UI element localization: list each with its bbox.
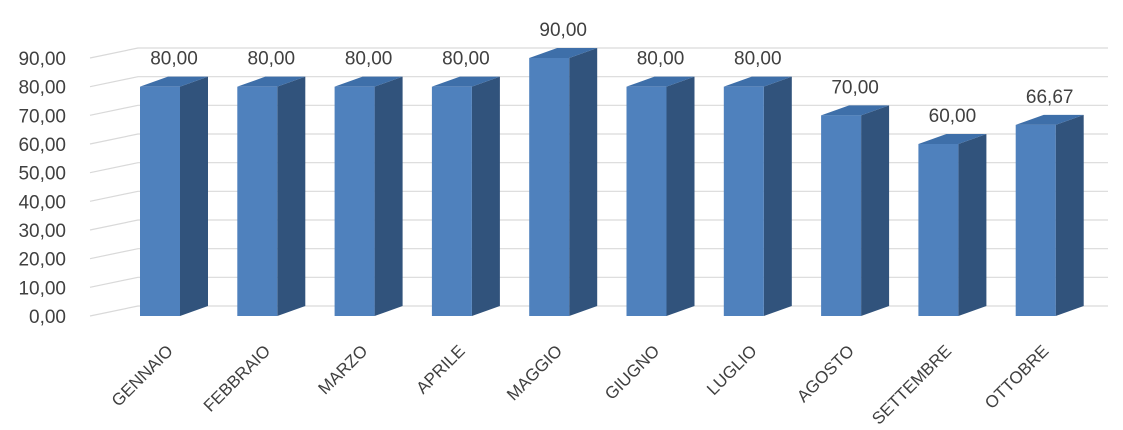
bar-top-face — [821, 105, 890, 116]
bar-front-face — [918, 144, 959, 316]
data-label: 80,00 — [150, 49, 198, 70]
x-category-label: MAGGIO — [503, 341, 566, 404]
bar-front-face — [821, 115, 862, 316]
bar-side-face — [569, 48, 598, 316]
y-axis-tick-labels: 0,00 10,00 20,00 30,00 40,00 50,00 60,00 70,00 8… — [18, 49, 66, 328]
x-category-label: GIUGNO — [601, 341, 663, 403]
x-category-label: FEBBRAIO — [200, 341, 274, 415]
x-category-label: APRILE — [413, 341, 469, 397]
data-label: 80,00 — [734, 49, 782, 70]
y-tick-label: 0,00 — [29, 307, 66, 328]
bar — [821, 105, 890, 316]
x-category-label: AGOSTO — [793, 341, 858, 406]
data-label: 80,00 — [442, 49, 490, 70]
bar-front-face — [237, 86, 278, 317]
bar — [431, 76, 500, 317]
bar-front-face — [723, 86, 764, 317]
bar-top-face — [431, 76, 500, 87]
y-tick-label: 70,00 — [18, 106, 66, 127]
bar-top-face — [529, 48, 598, 58]
x-category-label: LUGLIO — [703, 341, 761, 399]
y-tick-label: 90,00 — [18, 49, 66, 70]
data-label: 60,00 — [929, 106, 977, 127]
data-label: 80,00 — [345, 49, 393, 70]
bar-front-face — [431, 86, 472, 317]
bar-side-face — [471, 76, 500, 317]
bar-side-face — [374, 76, 403, 317]
bar — [1015, 114, 1084, 316]
bar-side-face — [666, 76, 695, 317]
x-category-label: OTTOBRE — [981, 341, 1052, 412]
y-tick-label: 30,00 — [18, 221, 66, 242]
data-label: 70,00 — [831, 77, 879, 98]
bar-top-face — [237, 76, 306, 87]
bar-front-face — [1015, 124, 1056, 316]
bar-top-face — [334, 76, 403, 87]
y-tick-label: 40,00 — [18, 192, 66, 213]
bar-side-face — [861, 105, 890, 316]
y-tick-label: 80,00 — [18, 78, 66, 99]
bar — [723, 76, 792, 317]
x-category-label: GENNAIO — [108, 341, 177, 410]
bar-top-face — [1015, 114, 1084, 125]
bar-front-face — [626, 86, 667, 317]
gridline — [89, 47, 1108, 59]
x-category-label: MARZO — [315, 341, 372, 398]
bar-side-face — [1055, 114, 1084, 316]
bar-side-face — [958, 134, 987, 316]
bar — [626, 76, 695, 317]
data-label: 80,00 — [248, 49, 296, 70]
bar — [529, 48, 598, 316]
bar — [140, 76, 208, 317]
y-tick-label: 20,00 — [18, 250, 66, 271]
x-axis-category-labels: GENNAIO FEBBRAIO MARZO APRILE MAGGIO GIUGNO LU… — [108, 341, 1053, 428]
gridlines — [89, 47, 1108, 317]
y-tick-label: 60,00 — [18, 135, 66, 156]
y-tick-label: 10,00 — [18, 278, 66, 299]
bar-front-face — [334, 86, 375, 317]
bar-front-face — [529, 58, 570, 316]
data-label: 90,00 — [539, 20, 587, 41]
y-tick-label: 50,00 — [18, 164, 66, 185]
x-category-label: SETTEMBRE — [868, 341, 955, 428]
bar-top-face — [723, 76, 792, 87]
bar-side-face — [763, 76, 792, 317]
bar-side-face — [180, 76, 208, 317]
bar — [918, 134, 987, 316]
data-label: 66,67 — [1026, 87, 1074, 108]
bar-top-face — [918, 134, 987, 144]
bar-side-face — [277, 76, 306, 317]
bar-top-face — [140, 76, 208, 87]
bar-front-face — [140, 86, 180, 317]
bar-top-face — [626, 76, 695, 87]
bar — [237, 76, 306, 317]
data-label: 80,00 — [637, 49, 685, 70]
bar — [334, 76, 403, 317]
data-labels: 80,00 80,00 80,00 80,00 90,00 80,00 80,00 70,00… — [150, 20, 1073, 127]
bars — [140, 48, 1084, 317]
